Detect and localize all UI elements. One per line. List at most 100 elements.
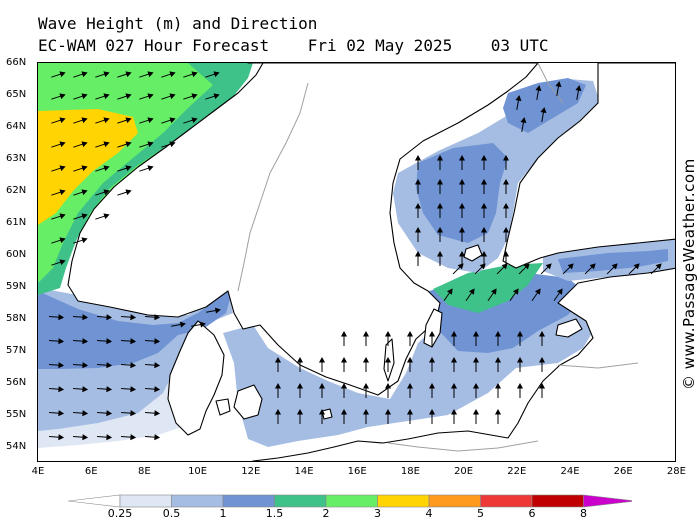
gulf-finland-green (433, 263, 543, 313)
wave-direction-arrow (139, 71, 154, 78)
wave-direction-arrow (606, 263, 618, 275)
wave-direction-arrow (362, 408, 370, 424)
wave-direction-arrow (480, 250, 488, 266)
wave-direction-arrow (458, 154, 466, 170)
lon-label: 6E (84, 466, 98, 477)
wave-direction-arrow (458, 178, 466, 194)
legend-swatch (531, 494, 584, 508)
gulf-finland-inner (558, 249, 668, 273)
wave-direction-arrow (51, 213, 66, 220)
wave-direction-arrow (117, 189, 132, 196)
lon-label: 22E (507, 466, 527, 477)
wave-direction-arrow (161, 71, 176, 78)
wave-direction-arrow (362, 382, 370, 398)
wave-direction-arrow (96, 386, 113, 393)
wave-direction-arrow (120, 410, 137, 417)
wave-direction-arrow (139, 93, 154, 100)
wave-direction-arrow (535, 85, 542, 100)
lon-label: 16E (347, 466, 367, 477)
wave-direction-arrow (450, 356, 458, 372)
wave-direction-arrow (120, 434, 137, 441)
wave-direction-arrow (538, 356, 546, 372)
wave-direction-arrow (117, 141, 132, 148)
wave-direction-arrow (436, 226, 444, 242)
wave-direction-arrow (144, 362, 161, 369)
wave-direction-arrow (73, 189, 88, 196)
lon-label: 26E (613, 466, 633, 477)
wave-direction-arrow (340, 408, 348, 424)
map-panel (37, 62, 676, 462)
wave-direction-arrow (191, 321, 206, 328)
baltic-states-landmass (252, 267, 675, 461)
color-legend (68, 494, 632, 508)
wave-direction-arrow (384, 356, 392, 372)
wave-direction-arrow (480, 154, 488, 170)
lon-label: 18E (400, 466, 420, 477)
wave-direction-arrow (516, 330, 524, 346)
wave-direction-arrow (95, 165, 110, 172)
lon-label: 28E (666, 466, 686, 477)
wave-direction-arrow (48, 386, 65, 393)
lat-label: 58N (6, 313, 27, 324)
lithuania-border (557, 362, 639, 369)
wave-direction-arrow (406, 382, 414, 398)
watermark: © www.PassageWeather.com (680, 158, 698, 390)
wave-direction-arrow (139, 165, 154, 172)
wave-direction-arrow (96, 338, 113, 345)
wave-direction-arrow (494, 330, 502, 346)
wave-direction-arrow (472, 356, 480, 372)
wave-direction-arrow (458, 202, 466, 218)
land-masses (67, 63, 675, 461)
legend-swatch (119, 494, 172, 508)
map-title: Wave Height (m) and Direction (38, 14, 318, 33)
norwegian-sea-teal (38, 63, 253, 295)
legend-swatch (222, 494, 275, 508)
wave-direction-arrow (540, 107, 547, 122)
wave-direction-arrow (628, 263, 640, 275)
legend-swatch (171, 494, 224, 508)
lat-label: 55N (6, 409, 27, 420)
wave-direction-arrow (95, 117, 110, 124)
wave-direction-arrow (48, 362, 65, 369)
wave-direction-arrow (73, 237, 88, 244)
wave-direction-arrow (450, 382, 458, 398)
wave-direction-arrow (650, 263, 662, 275)
wave-direction-arrow (406, 356, 414, 372)
wave-direction-arrow (340, 382, 348, 398)
wave-direction-arrow (384, 330, 392, 346)
wave-direction-arrow (384, 408, 392, 424)
norwegian-sea-yellow (38, 109, 138, 225)
wave-direction-arrow (161, 117, 176, 124)
time-label: 03 UTC (490, 36, 549, 55)
lat-label: 60N (6, 249, 27, 260)
wave-direction-arrow (274, 382, 282, 398)
wave-direction-arrow (95, 141, 110, 148)
wave-direction-arrow (516, 356, 524, 372)
wave-direction-arrow (51, 117, 66, 124)
wave-direction-arrow (406, 408, 414, 424)
lat-label: 65N (6, 89, 27, 100)
wave-direction-arrow (73, 93, 88, 100)
wave-direction-arrow (73, 165, 88, 172)
wave-direction-arrow (144, 410, 161, 417)
date-label: Fri 02 May 2025 (307, 36, 453, 55)
gotland-island (423, 308, 443, 348)
wave-direction-arrow (472, 330, 480, 346)
wave-direction-arrow (502, 226, 510, 242)
wave-direction-arrow (95, 71, 110, 78)
wave-direction-arrow (428, 330, 436, 346)
wave-direction-arrow (171, 321, 186, 328)
legend-swatch (480, 494, 533, 508)
wave-direction-arrow (428, 356, 436, 372)
funen-island (215, 398, 231, 416)
wave-direction-arrow (494, 382, 502, 398)
wave-direction-arrow (458, 226, 466, 242)
wave-direction-arrow (183, 93, 198, 100)
wave-direction-arrow (480, 178, 488, 194)
wave-direction-arrow (51, 259, 66, 266)
wave-direction-arrow (472, 408, 480, 424)
wave-direction-arrow (95, 93, 110, 100)
legend-label: 2 (322, 507, 330, 520)
wave-direction-arrow (73, 213, 88, 220)
lon-label: 8E (138, 466, 151, 477)
